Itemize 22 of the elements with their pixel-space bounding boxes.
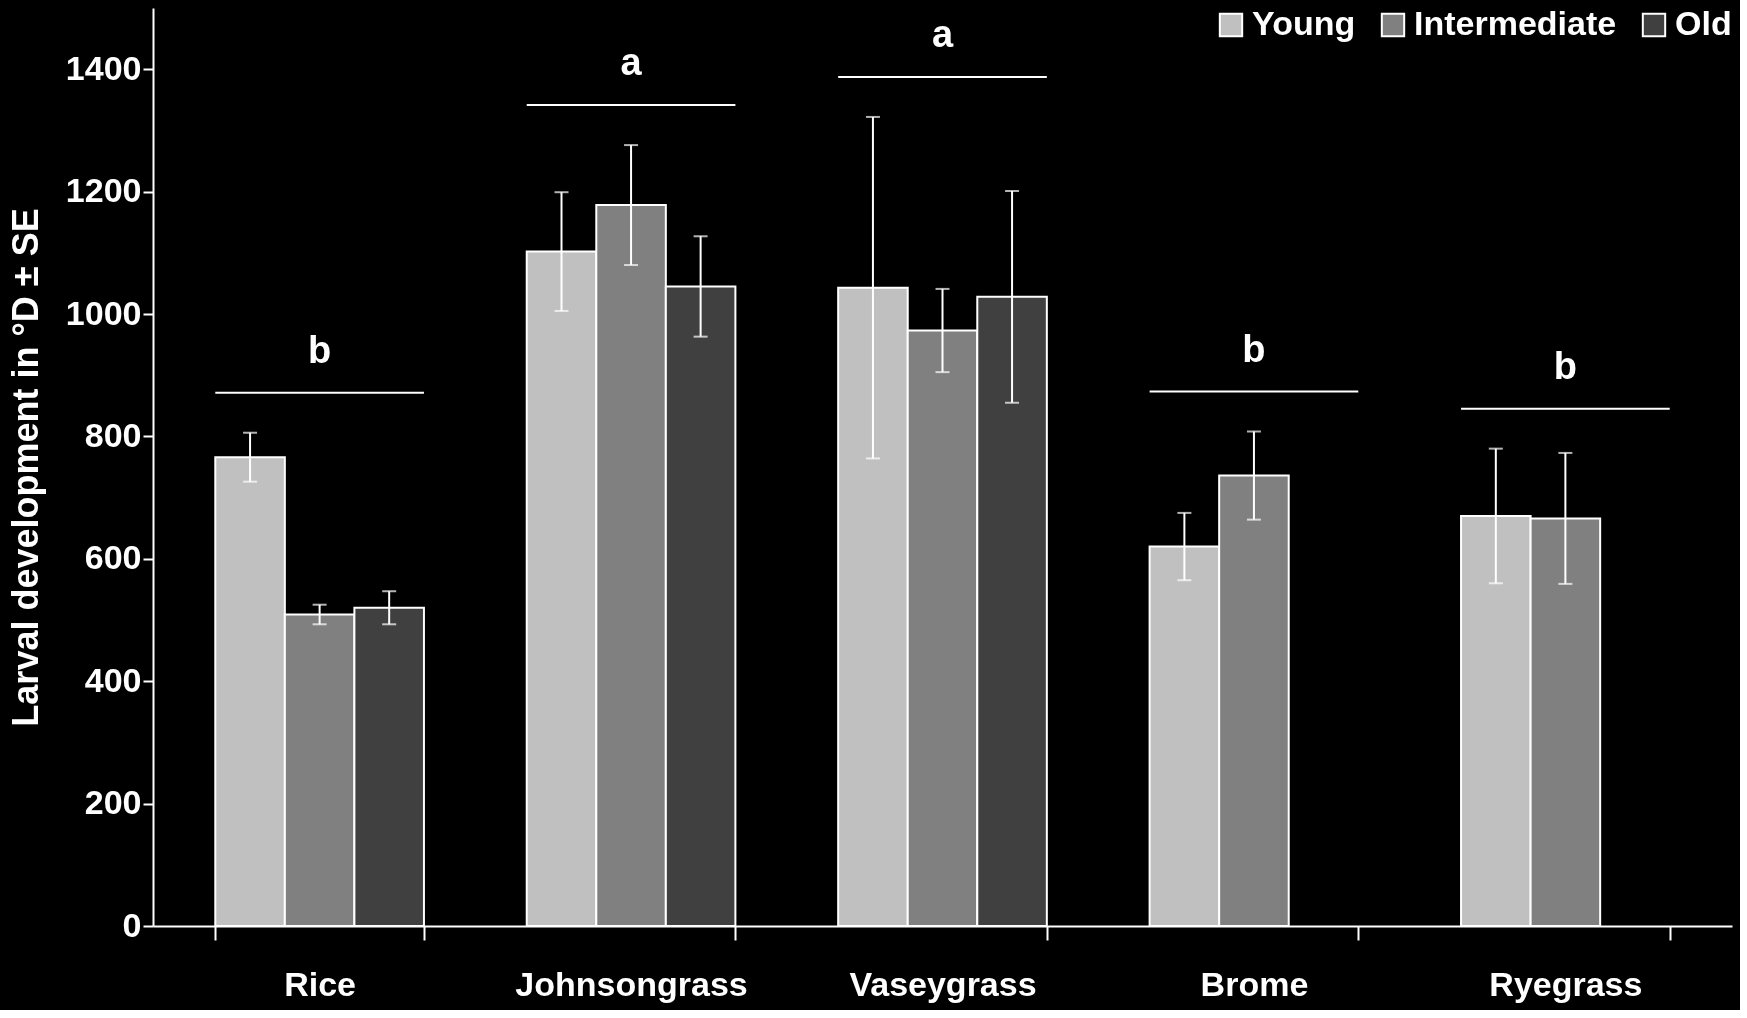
legend-label: Intermediate	[1414, 4, 1617, 42]
y-tick-label: 200	[84, 783, 142, 822]
y-tick-label: 400	[84, 660, 142, 699]
x-tick-label: Brome	[1200, 964, 1309, 1003]
legend-label: Young	[1252, 4, 1356, 42]
y-tick-label: 800	[84, 415, 142, 454]
x-tick-label: Johnsongrass	[515, 964, 748, 1003]
annotation: b	[1553, 344, 1577, 387]
y-tick-label: 0	[122, 905, 142, 944]
x-tick-label: Ryegrass	[1489, 964, 1643, 1003]
x-tick-label: Rice	[284, 964, 357, 1003]
y-axis-title: Larval development in °D ± SE	[4, 208, 46, 727]
x-tick-label: Vaseygrass	[849, 964, 1037, 1003]
annotation: a	[620, 41, 643, 84]
annotation: b	[1242, 327, 1266, 370]
y-tick-label: 600	[84, 538, 142, 577]
y-tick-label: 1400	[65, 48, 142, 87]
y-tick-label: 1000	[65, 293, 142, 332]
legend-label: Old	[1675, 4, 1732, 42]
annotation: b	[308, 328, 332, 371]
annotation: a	[931, 12, 954, 55]
y-tick-label: 1200	[65, 171, 142, 210]
